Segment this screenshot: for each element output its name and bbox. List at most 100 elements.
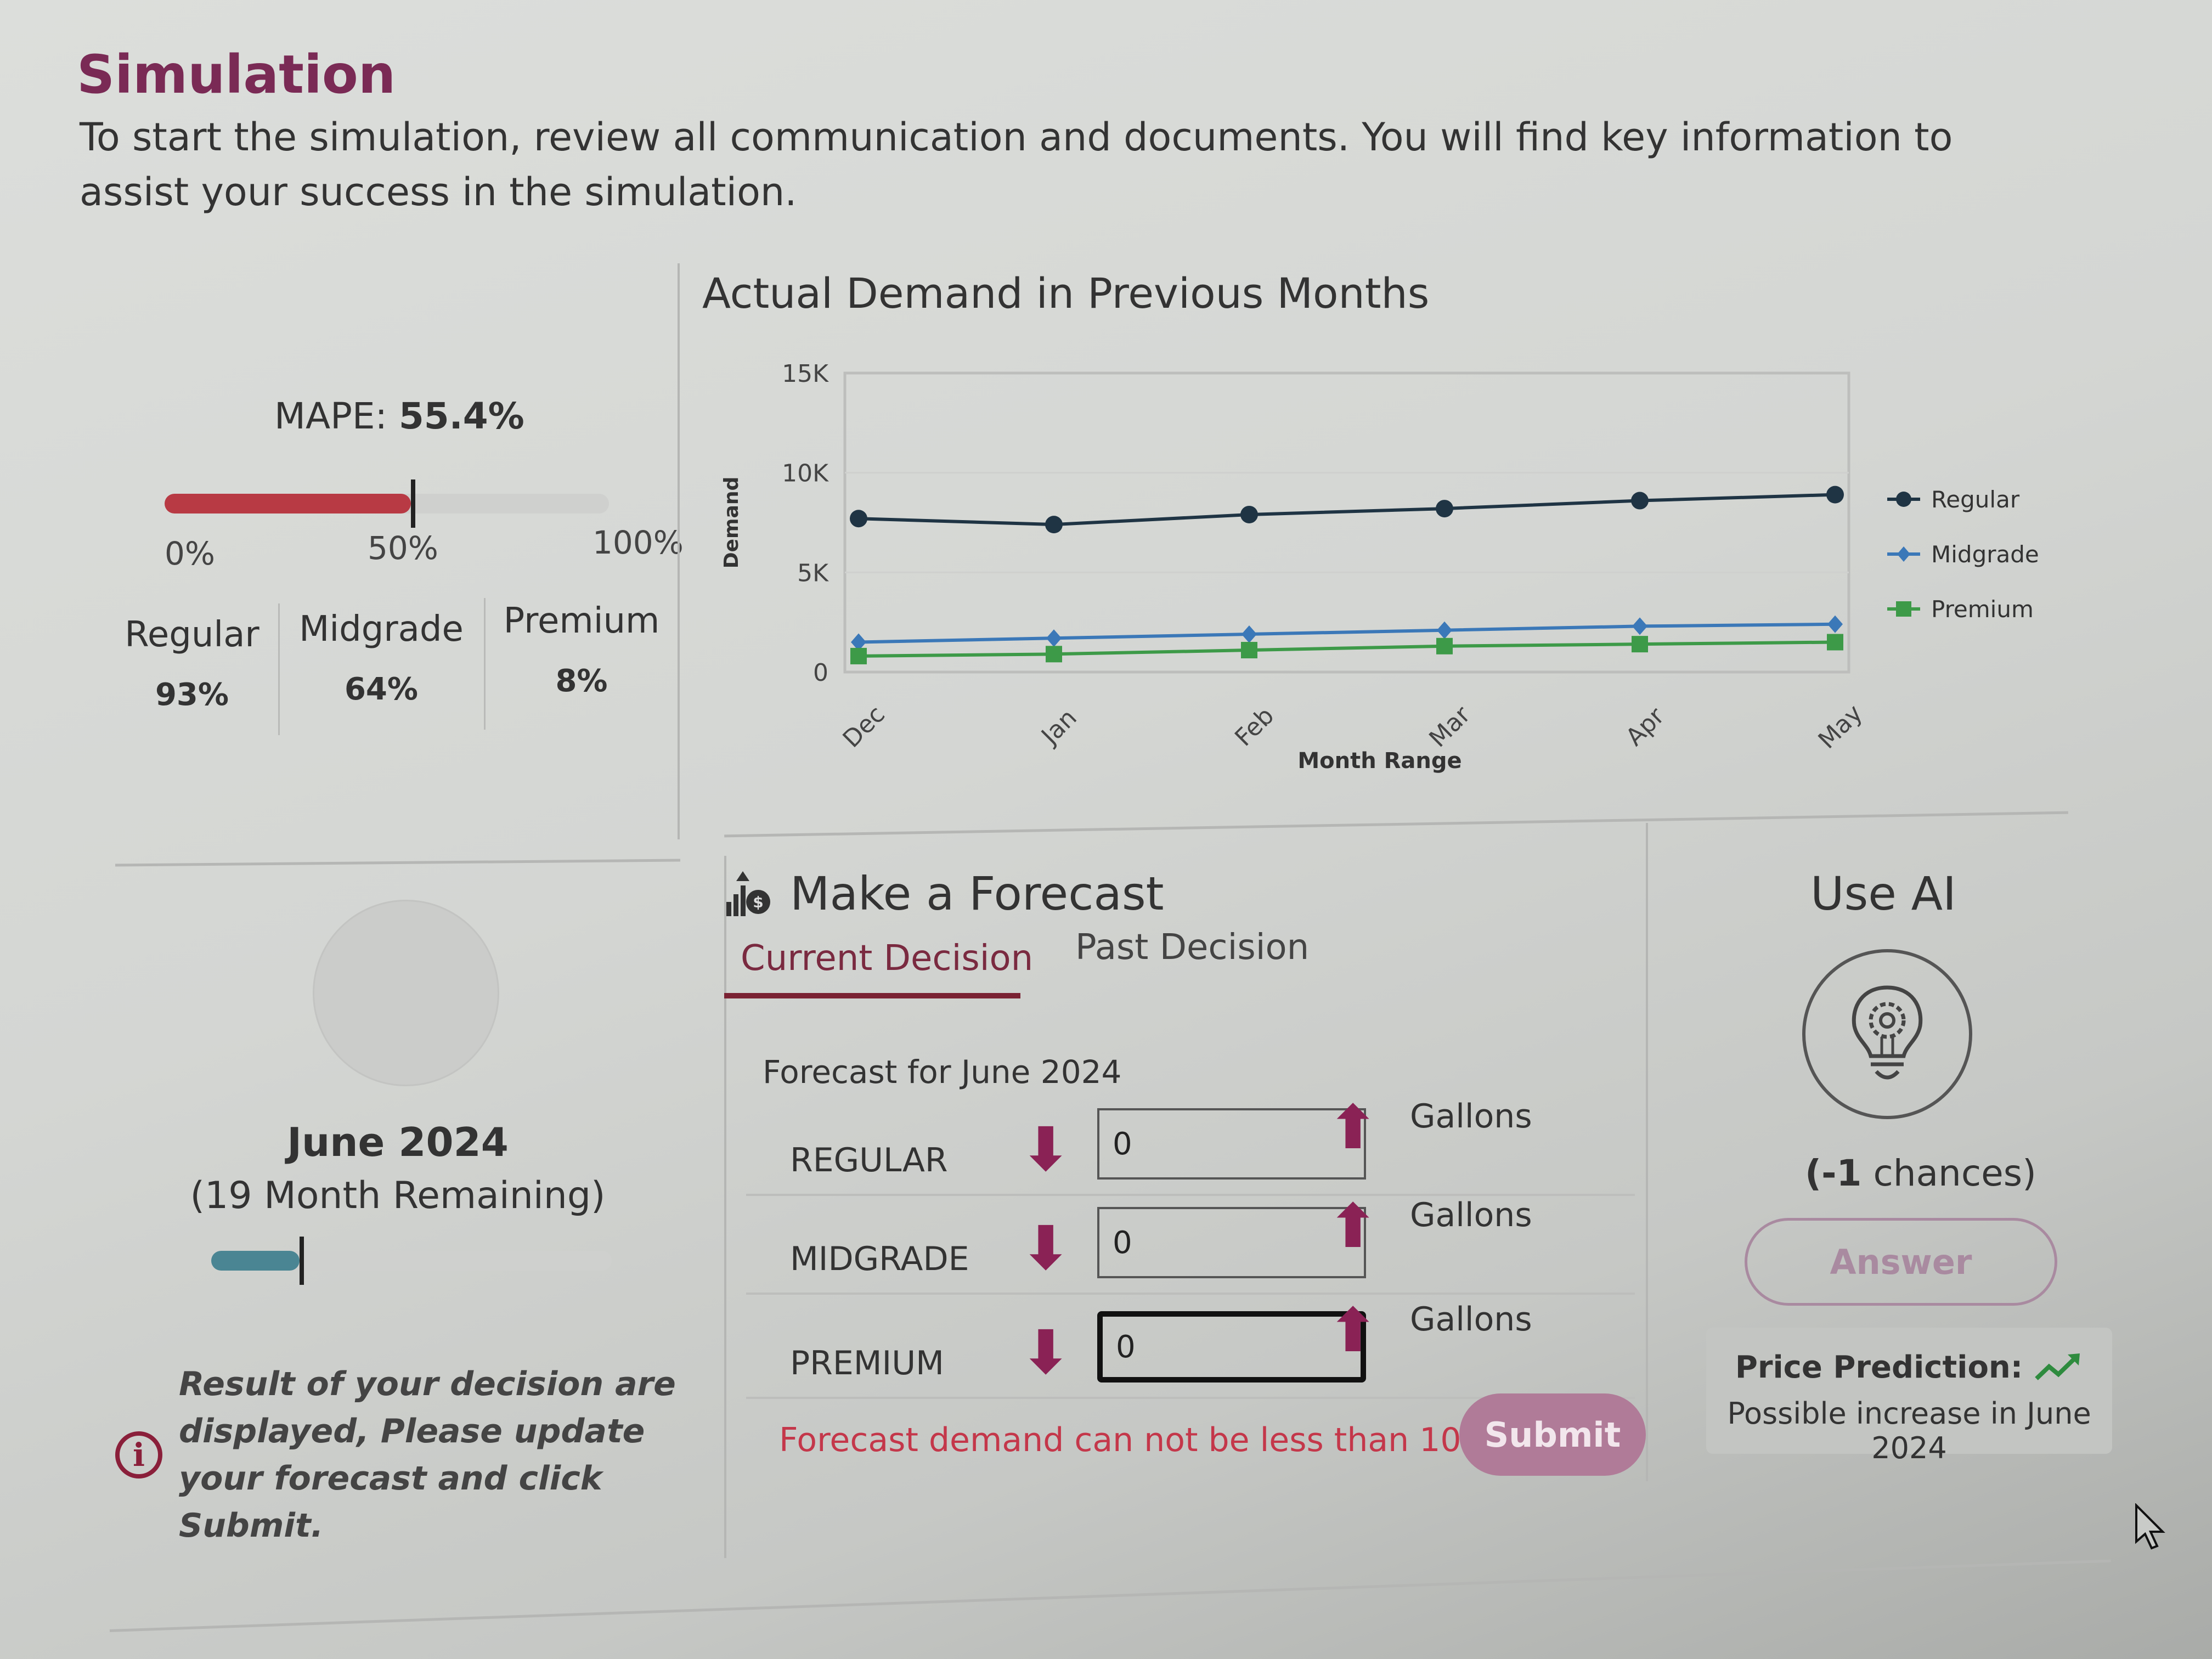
- increase-arrow-icon[interactable]: ⬆: [1328, 1191, 1379, 1261]
- premium-forecast-input[interactable]: [1097, 1311, 1366, 1383]
- data-point: [1045, 516, 1063, 534]
- increase-arrow-icon[interactable]: ⬆: [1328, 1092, 1379, 1163]
- grade-stat-premium: Premium 8%: [488, 601, 675, 699]
- series-line-premium: [858, 640, 1836, 658]
- price-prediction-text: Possible increase in June 2024: [1727, 1396, 2091, 1465]
- current-month: June 2024: [287, 1119, 509, 1165]
- forecast-period-label: Forecast for June 2024: [763, 1053, 1122, 1091]
- row-divider: [746, 1194, 1635, 1196]
- data-point: [1437, 621, 1452, 639]
- info-message: i Result of your decision are displayed,…: [115, 1361, 691, 1549]
- increase-arrow-icon[interactable]: ⬆: [1328, 1295, 1379, 1365]
- info-text: Result of your decision are displayed, P…: [179, 1365, 676, 1545]
- info-circle-icon: i: [115, 1431, 162, 1479]
- unit-label: Gallons: [1410, 1196, 1532, 1234]
- trending-up-icon: [2035, 1353, 2080, 1380]
- grade-stat-value: 8%: [555, 663, 608, 699]
- decrease-arrow-icon[interactable]: ⬇: [1020, 1114, 1071, 1184]
- y-tick-label: 5K: [797, 559, 829, 587]
- page-title: Simulation: [77, 44, 396, 105]
- mape-progress-marker: [410, 479, 415, 528]
- y-tick-label: 15K: [782, 360, 829, 388]
- y-tick-label: 0: [813, 659, 828, 687]
- mape-scale-max: 100%: [592, 524, 684, 561]
- use-ai-button[interactable]: [1802, 949, 1972, 1119]
- ai-chances-text: chances): [1861, 1152, 2036, 1194]
- mape-panel: MAPE: 55.4% 0% 50% 100% Regular 93% Midg…: [110, 384, 686, 741]
- data-point: [1827, 634, 1843, 651]
- section-divider: [109, 1559, 2111, 1632]
- tab-current-decision[interactable]: Current Decision: [741, 938, 1034, 979]
- page-intro: To start the simulation, review all comm…: [80, 115, 1953, 215]
- grade-divider: [484, 598, 486, 730]
- forecast-panel: $ Make a Forecast Current Decision Past …: [713, 845, 1657, 1531]
- data-point: [1631, 492, 1649, 510]
- forecast-row-regular: REGULAR ⬇ ⬆ Gallons: [746, 1092, 1635, 1196]
- row-divider: [746, 1397, 1635, 1399]
- data-point: [1046, 629, 1062, 647]
- panel-divider: [1646, 823, 1648, 1481]
- months-remaining: (19 Month Remaining): [190, 1174, 606, 1217]
- forecast-title: Make a Forecast: [790, 867, 1164, 921]
- series-line-regular: [858, 493, 1836, 527]
- grade-stat-midgrade: Midgrade 64%: [288, 609, 475, 707]
- data-point: [1632, 617, 1647, 635]
- decrease-arrow-icon[interactable]: ⬇: [1020, 1317, 1071, 1387]
- month-progress-bar: [211, 1237, 612, 1285]
- forecast-row-premium: PREMIUM ⬇ ⬆ Gallons: [746, 1295, 1635, 1399]
- submit-button[interactable]: Submit: [1459, 1393, 1646, 1476]
- mape-progress-bar: [165, 479, 609, 528]
- mape-progress-fill: [165, 494, 411, 514]
- month-progress-fill: [211, 1251, 300, 1271]
- data-point: [1632, 636, 1648, 653]
- ai-chances: (-1 chances): [1805, 1152, 2036, 1194]
- x-axis-label: Month Range: [1297, 748, 1462, 774]
- legend-marker: [1896, 601, 1911, 617]
- data-point: [1826, 486, 1844, 504]
- legend-marker: [1897, 546, 1910, 562]
- decrease-arrow-icon[interactable]: ⬇: [1020, 1213, 1071, 1283]
- timeline-panel: June 2024 (19 Month Remaining) i Result …: [110, 867, 686, 1553]
- active-tab-indicator: [724, 993, 1020, 998]
- data-point: [1046, 646, 1062, 663]
- legend-label: Premium: [1931, 596, 2034, 623]
- ai-chances-count: (-1: [1805, 1152, 1862, 1194]
- row-divider: [746, 1293, 1635, 1295]
- demand-chart-panel: Actual Demand in Previous Months 0 5K 10K 1…: [691, 263, 2090, 812]
- x-tick-label: Feb: [1229, 702, 1279, 752]
- grade-stat-label: Premium: [503, 601, 660, 641]
- grade-stat-label: Regular: [125, 614, 259, 655]
- data-point: [1436, 500, 1453, 518]
- section-divider: [724, 811, 2068, 838]
- x-tick-label: Jan: [1035, 704, 1082, 751]
- answer-button[interactable]: Answer: [1745, 1218, 2057, 1306]
- tab-past-decision[interactable]: Past Decision: [1075, 927, 1310, 968]
- chart-dollar-icon: $: [726, 871, 770, 916]
- mape-scale-mid: 50%: [368, 529, 438, 567]
- use-ai-title: Use AI: [1810, 867, 1956, 921]
- use-ai-panel: Use AI (-1 chances) Answer Price Predict…: [1684, 845, 2151, 1503]
- data-point: [1436, 637, 1453, 654]
- lightbulb-gear-icon: [1852, 985, 1923, 1080]
- unit-label: Gallons: [1410, 1097, 1532, 1136]
- mape-value: 55.4%: [398, 395, 524, 437]
- x-tick-label: Mar: [1424, 701, 1476, 753]
- grade-stat-regular: Regular 93%: [99, 614, 285, 713]
- legend-marker: [1896, 492, 1911, 507]
- grade-label: REGULAR: [790, 1141, 948, 1180]
- data-point: [851, 633, 866, 651]
- x-tick-label: Apr: [1621, 702, 1671, 752]
- regular-forecast-input[interactable]: [1097, 1108, 1366, 1180]
- data-point: [1241, 642, 1257, 659]
- validation-error: Forecast demand can not be less than 100…: [779, 1421, 1496, 1459]
- demand-line-chart: 0 5K 10K 15K Demand Dec Jan Feb Mar Apr May Month R…: [720, 360, 2039, 774]
- data-point: [850, 647, 867, 664]
- price-prediction-title: Price Prediction:: [1735, 1350, 2023, 1385]
- data-point: [850, 510, 867, 528]
- grade-divider: [278, 603, 280, 735]
- grade-label: MIDGRADE: [790, 1240, 969, 1278]
- series-line-midgrade: [858, 622, 1836, 644]
- midgrade-forecast-input[interactable]: [1097, 1207, 1366, 1278]
- x-tick-label: Dec: [838, 701, 890, 753]
- data-point: [1242, 625, 1257, 643]
